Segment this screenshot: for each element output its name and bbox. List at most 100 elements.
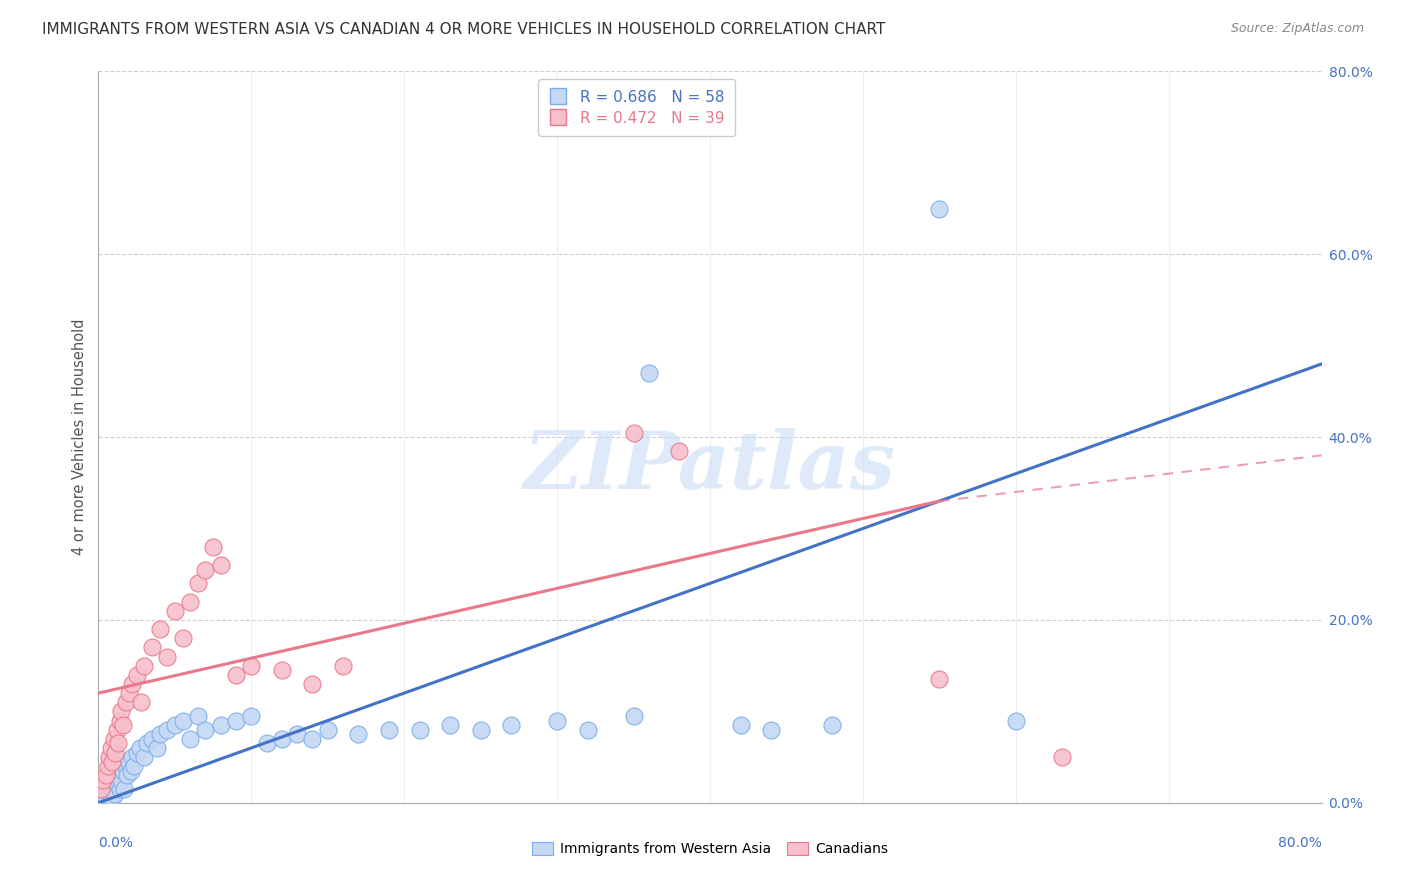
Point — [1004, 714, 1026, 728]
Point — [101, 791, 124, 805]
Point — [136, 736, 159, 750]
Text: 0.0%: 0.0% — [98, 836, 134, 850]
Point — [100, 740, 122, 755]
Text: IMMIGRANTS FROM WESTERN ASIA VS CANADIAN 4 OR MORE VEHICLES IN HOUSEHOLD CORRELA: IMMIGRANTS FROM WESTERN ASIA VS CANADIAN… — [42, 22, 886, 37]
Point — [225, 667, 247, 681]
Point — [145, 740, 167, 755]
Point — [470, 723, 492, 737]
Point — [623, 425, 645, 440]
Text: ZIPatlas: ZIPatlas — [524, 427, 896, 505]
Point — [105, 768, 128, 782]
Point — [187, 576, 209, 591]
Point — [209, 558, 232, 573]
Point — [141, 731, 163, 746]
Point — [439, 718, 461, 732]
Point — [93, 789, 115, 803]
Point — [121, 750, 143, 764]
Text: Source: ZipAtlas.com: Source: ZipAtlas.com — [1230, 22, 1364, 36]
Point — [111, 718, 134, 732]
Point — [156, 723, 179, 737]
Point — [928, 202, 950, 216]
Point — [149, 727, 172, 741]
Point — [90, 782, 112, 797]
Point — [101, 755, 124, 769]
Point — [546, 714, 568, 728]
Point — [115, 759, 138, 773]
Point — [209, 718, 232, 732]
Point — [115, 695, 138, 709]
Point — [121, 677, 143, 691]
Y-axis label: 4 or more Vehicles in Household: 4 or more Vehicles in Household — [72, 318, 87, 556]
Point — [111, 764, 134, 778]
Point — [347, 727, 370, 741]
Point — [301, 677, 323, 691]
Point — [134, 658, 156, 673]
Point — [104, 746, 127, 760]
Point — [576, 723, 599, 737]
Point — [163, 718, 186, 732]
Point — [110, 705, 132, 719]
Point — [149, 622, 172, 636]
Point — [202, 540, 225, 554]
Point — [112, 782, 135, 797]
Point — [332, 658, 354, 673]
Point — [761, 723, 783, 737]
Point — [316, 723, 339, 737]
Point — [90, 791, 112, 805]
Point — [1050, 750, 1073, 764]
Point — [408, 723, 430, 737]
Point — [730, 718, 752, 732]
Point — [118, 755, 141, 769]
Point — [122, 759, 145, 773]
Point — [240, 658, 263, 673]
Point — [623, 709, 645, 723]
Point — [172, 714, 194, 728]
Point — [172, 632, 194, 646]
Point — [638, 366, 661, 380]
Point — [240, 709, 263, 723]
Point — [225, 714, 247, 728]
Point — [100, 780, 122, 794]
Text: 80.0%: 80.0% — [1278, 836, 1322, 850]
Point — [107, 777, 129, 792]
Point — [117, 768, 139, 782]
Point — [125, 746, 148, 760]
Point — [105, 723, 128, 737]
Point — [120, 764, 142, 778]
Point — [134, 750, 156, 764]
Point — [821, 718, 844, 732]
Point — [668, 443, 690, 458]
Point — [270, 663, 294, 677]
Point — [163, 604, 186, 618]
Point — [301, 731, 323, 746]
Legend: Immigrants from Western Asia, Canadians: Immigrants from Western Asia, Canadians — [526, 837, 894, 862]
Point — [928, 673, 950, 687]
Point — [98, 777, 121, 792]
Point — [108, 714, 131, 728]
Point — [110, 772, 132, 787]
Point — [129, 695, 152, 709]
Point — [128, 740, 150, 755]
Point — [94, 782, 117, 797]
Point — [125, 667, 148, 681]
Point — [256, 736, 278, 750]
Point — [156, 649, 179, 664]
Point — [104, 787, 127, 801]
Point — [97, 785, 120, 799]
Point — [107, 736, 129, 750]
Point — [97, 759, 120, 773]
Point — [179, 594, 201, 608]
Point — [103, 772, 125, 787]
Point — [91, 772, 114, 787]
Point — [94, 768, 117, 782]
Point — [194, 723, 217, 737]
Point — [194, 563, 217, 577]
Point — [108, 782, 131, 797]
Point — [141, 640, 163, 655]
Point — [378, 723, 401, 737]
Point — [91, 787, 114, 801]
Point — [98, 750, 121, 764]
Point — [270, 731, 294, 746]
Point — [501, 718, 523, 732]
Point — [179, 731, 201, 746]
